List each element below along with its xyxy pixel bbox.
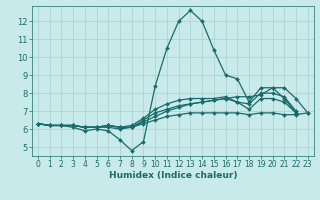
X-axis label: Humidex (Indice chaleur): Humidex (Indice chaleur)	[108, 171, 237, 180]
